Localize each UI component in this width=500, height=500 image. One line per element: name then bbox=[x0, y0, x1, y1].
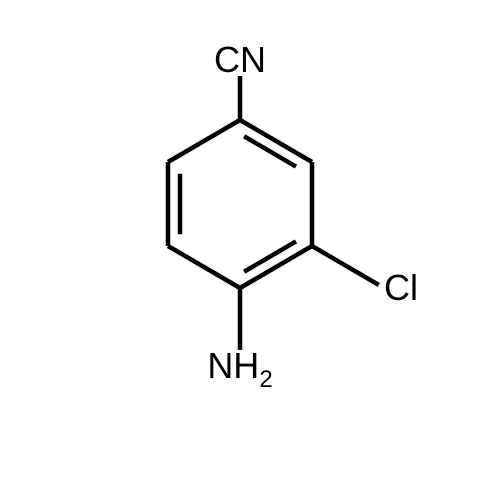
atom-label-cn: CN bbox=[214, 39, 266, 80]
bond-line bbox=[244, 136, 296, 166]
molecule-diagram: CN Cl NH2 bbox=[0, 0, 500, 500]
bond-line bbox=[168, 246, 240, 288]
atom-label-nh2: NH2 bbox=[207, 345, 272, 393]
bond-line bbox=[244, 241, 296, 271]
atom-label-cl: Cl bbox=[384, 267, 418, 308]
bond-line bbox=[168, 120, 240, 162]
bond-line bbox=[312, 246, 379, 285]
